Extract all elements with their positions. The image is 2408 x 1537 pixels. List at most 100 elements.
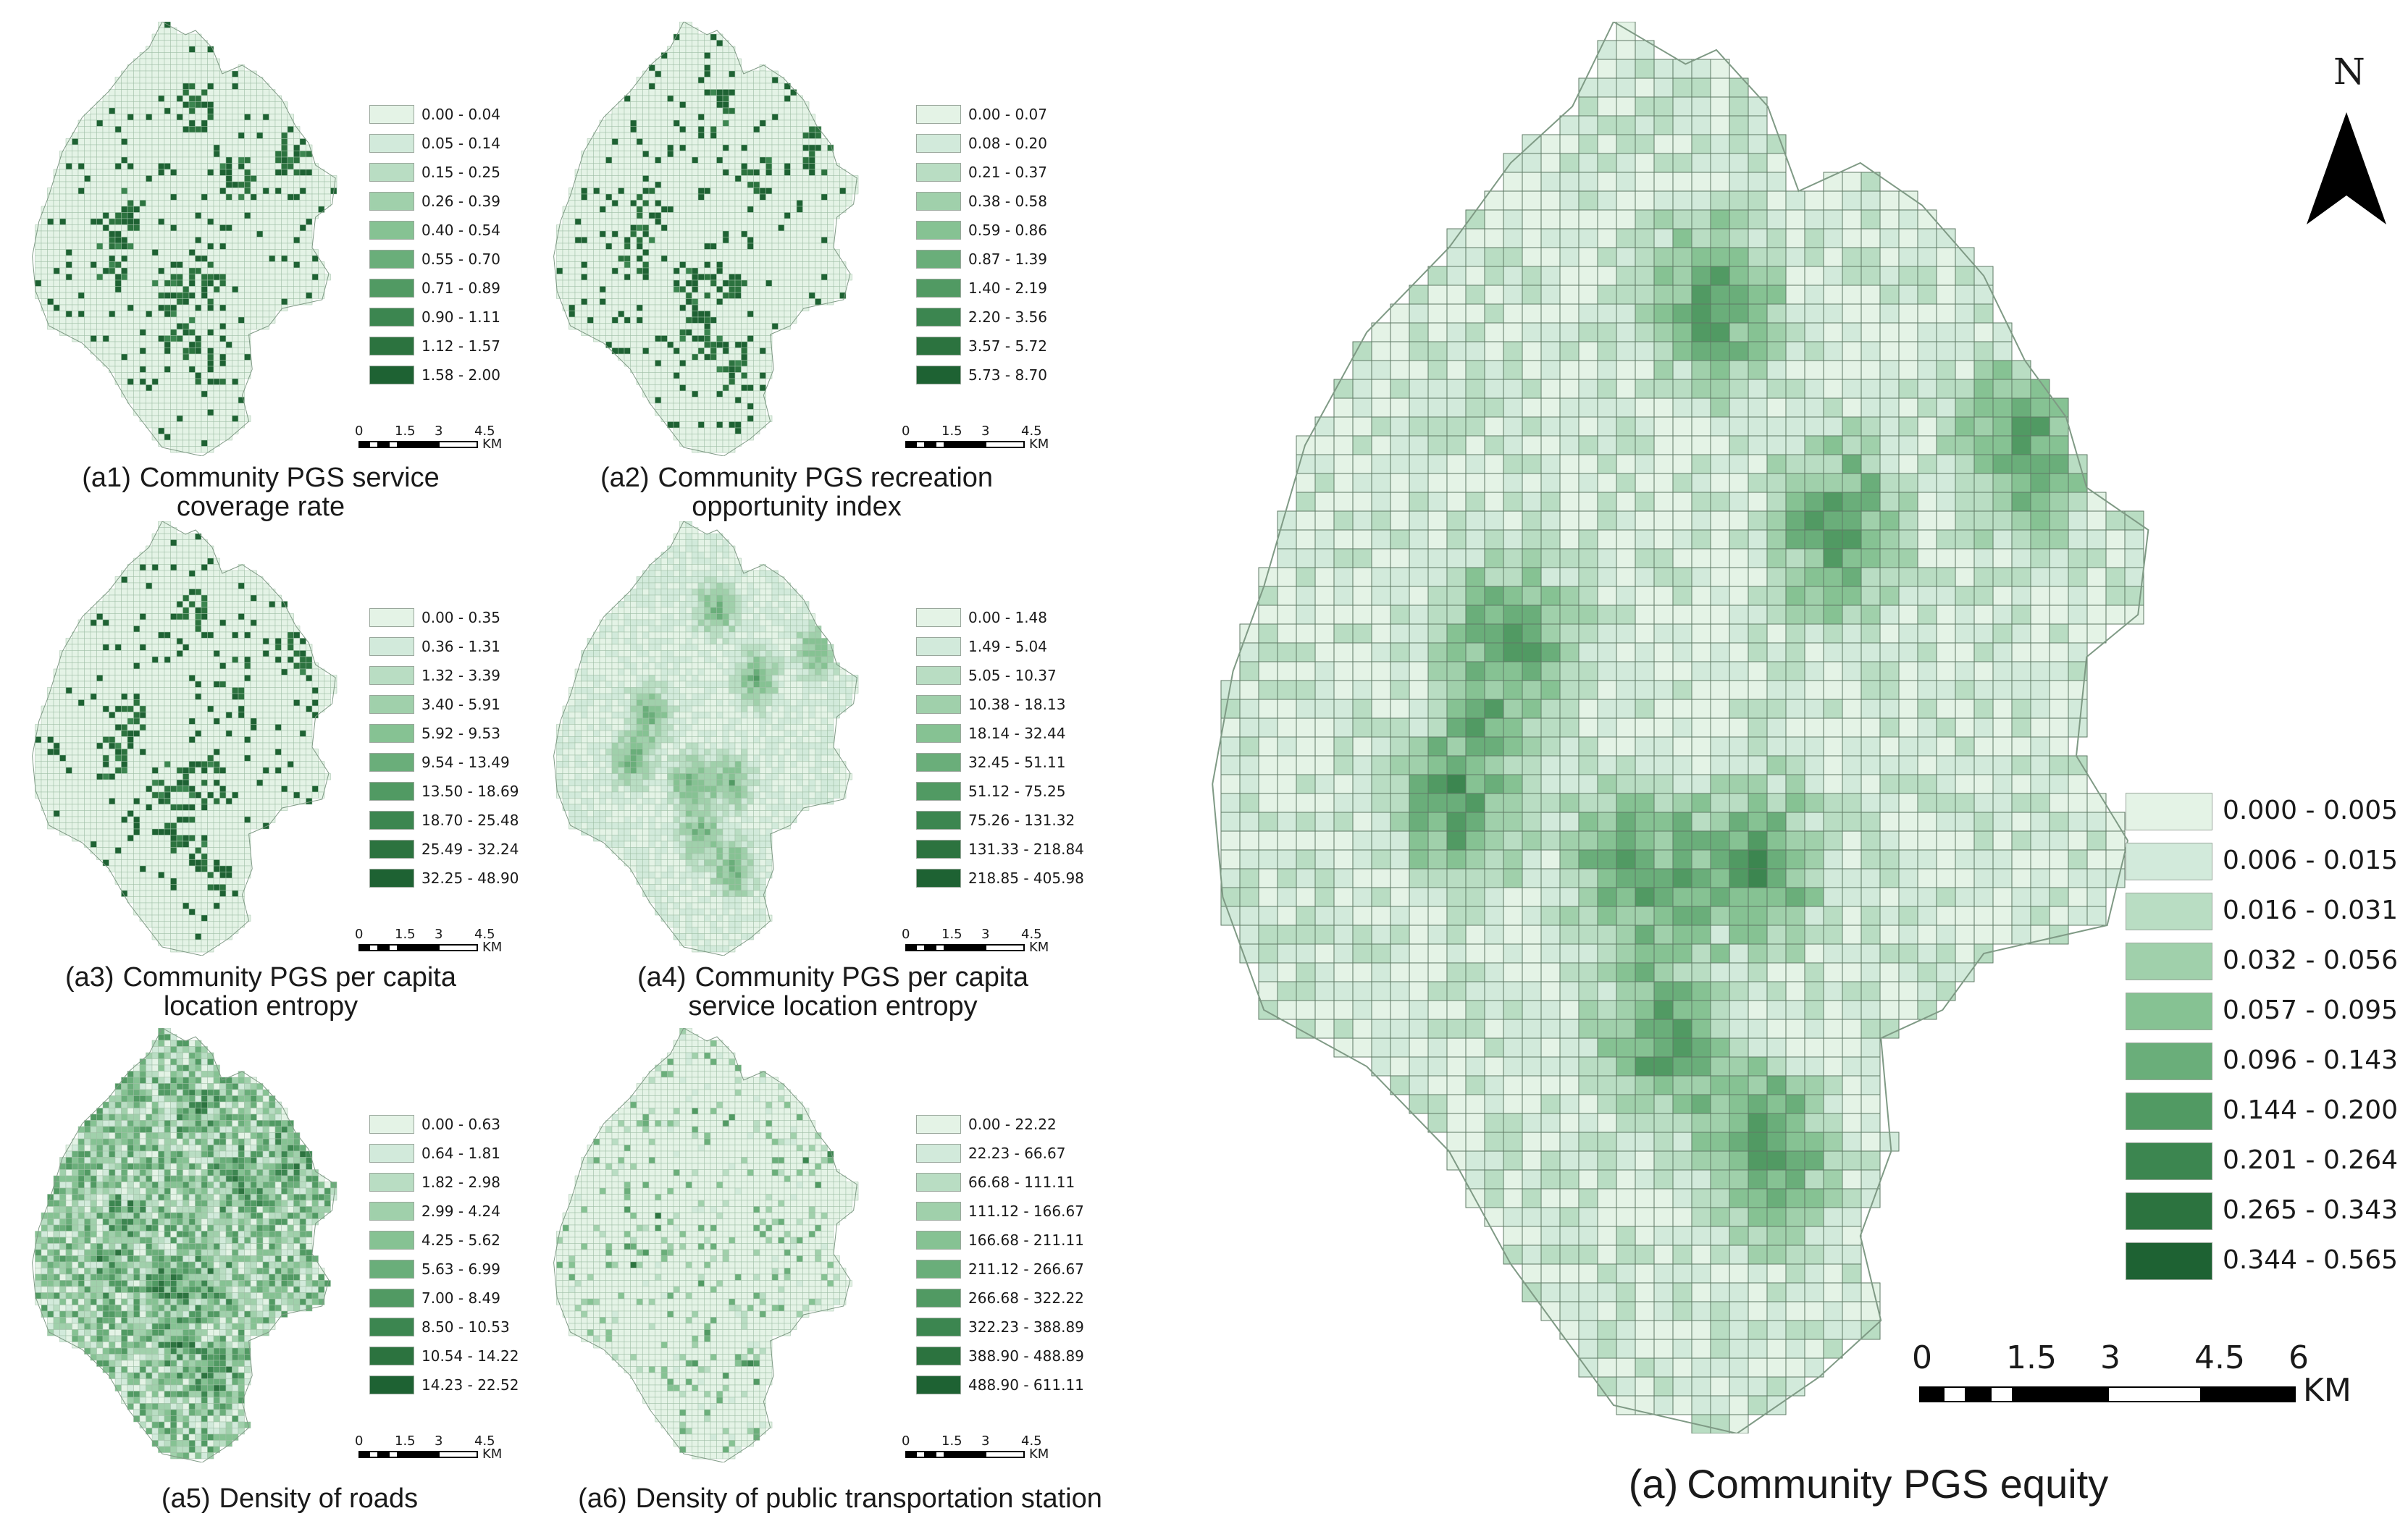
grid-cell [170, 397, 177, 404]
grid-cell [716, 415, 723, 422]
grid-cell [146, 212, 153, 219]
grid-cell [188, 421, 196, 429]
grid-cell [796, 279, 803, 287]
grid-cell [605, 323, 613, 330]
grid-cell [195, 292, 202, 299]
grid-cell [679, 255, 687, 262]
grid-cell [256, 89, 264, 96]
grid-cell [109, 132, 116, 139]
grid-cell [170, 607, 177, 614]
grid-cell [90, 193, 97, 201]
grid-cell [704, 341, 711, 348]
grid-cell [648, 255, 655, 262]
grid-cell [195, 279, 202, 287]
grid-cell [281, 267, 288, 274]
grid-cell [692, 132, 699, 139]
grid-cell [96, 249, 104, 256]
grid-cell [808, 279, 815, 287]
grid-cell [648, 144, 655, 151]
grid-cell [72, 316, 79, 324]
grid-cell [667, 151, 674, 158]
grid-cell [710, 200, 717, 207]
grid-cell [121, 601, 128, 608]
grid-cell [771, 144, 779, 151]
grid-cell [679, 188, 687, 195]
grid-cell [753, 188, 760, 195]
grid-cell [581, 243, 588, 250]
grid-cell [587, 255, 594, 262]
grid-cell [274, 132, 282, 139]
grid-cell [158, 77, 165, 84]
grid-cell [151, 390, 159, 397]
grid-cell [102, 114, 109, 121]
grid-cell [146, 576, 153, 584]
grid-cell [72, 218, 79, 225]
grid-cell [213, 77, 220, 84]
grid-cell [765, 316, 773, 324]
grid-cell [667, 397, 674, 404]
grid-cell [35, 261, 42, 269]
grid-cell [127, 224, 134, 232]
grid-cell [195, 533, 202, 540]
grid-cell [151, 304, 159, 311]
grid-cell [158, 114, 165, 121]
grid-cell [244, 156, 251, 164]
grid-cell [673, 335, 680, 342]
grid-cell [722, 138, 729, 146]
grid-cell [796, 249, 803, 256]
grid-cell [213, 261, 220, 269]
grid-cell [256, 107, 264, 114]
grid-cell [121, 169, 128, 176]
grid-cell [710, 206, 717, 213]
grid-cell [581, 255, 588, 262]
grid-cell [53, 224, 60, 232]
grid-cell [741, 274, 748, 281]
grid-cell [729, 439, 736, 447]
grid-cell [636, 151, 643, 158]
grid-cell [642, 107, 650, 114]
grid-cell [692, 390, 699, 397]
grid-cell [765, 138, 773, 146]
grid-cell [188, 114, 196, 121]
grid-cell [287, 163, 294, 170]
grid-cell [158, 316, 165, 324]
legend-label: 0.38 - 0.58 [968, 193, 1047, 210]
grid-cell [139, 348, 146, 355]
grid-cell [765, 101, 773, 109]
grid-cell [741, 329, 748, 336]
grid-cell [667, 132, 674, 139]
grid-cell [685, 415, 692, 422]
grid-cell [238, 366, 245, 373]
grid-cell [710, 95, 717, 102]
grid-cell [207, 403, 214, 410]
grid-cell [133, 175, 140, 182]
grid-cell [114, 218, 122, 225]
legend-swatch [916, 163, 961, 182]
grid-cell [611, 311, 618, 318]
grid-cell [611, 279, 618, 287]
grid-cell [734, 267, 742, 274]
grid-cell [109, 119, 116, 127]
grid-cell [710, 360, 717, 367]
grid-cell [195, 144, 202, 151]
grid-cell [102, 212, 109, 219]
grid-cell [692, 119, 699, 127]
grid-cell [679, 427, 687, 434]
grid-cell [164, 52, 171, 59]
grid-cell [201, 311, 208, 318]
grid-cell [692, 230, 699, 237]
grid-cell [673, 397, 680, 404]
grid-cell [207, 212, 214, 219]
grid-cell [262, 169, 269, 176]
grid-cell [673, 390, 680, 397]
grid-cell [784, 181, 791, 188]
grid-cell [697, 224, 705, 232]
grid-cell [41, 224, 48, 232]
grid-cell [256, 218, 264, 225]
grid-cell [673, 224, 680, 232]
grid-cell [213, 594, 220, 602]
grid-cell [765, 267, 773, 274]
grid-cell [630, 267, 637, 274]
grid-cell [244, 206, 251, 213]
grid-cell [225, 279, 232, 287]
